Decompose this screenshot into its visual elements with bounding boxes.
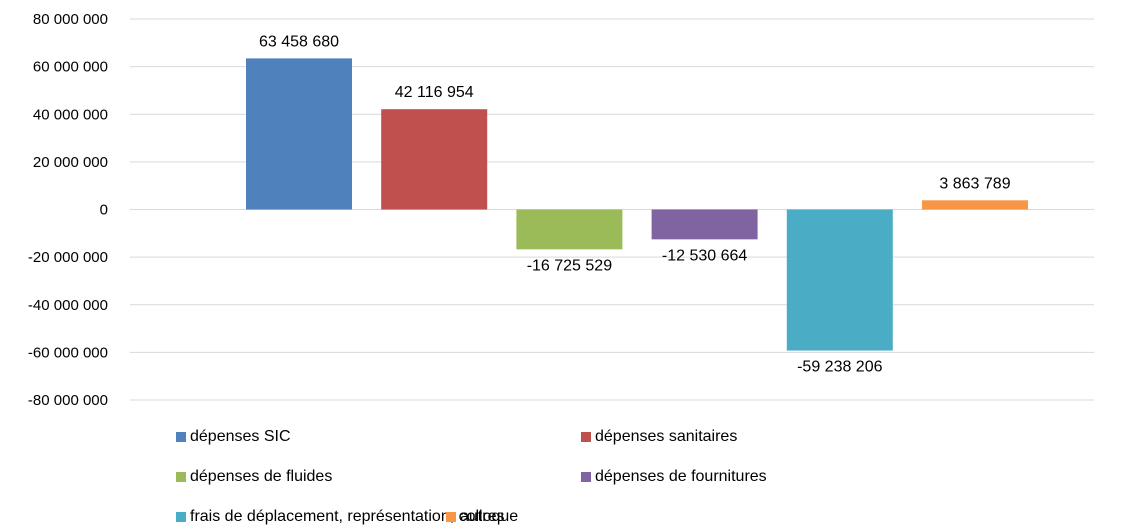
data-label: -16 725 529 [527,257,613,274]
legend-item-depenses-de-fluides: dépenses de fluides [176,468,332,486]
legend-item-depenses-de-fournitures: dépenses de fournitures [581,468,767,486]
legend-swatch [176,432,186,442]
legend-item-depenses-sic: dépenses SIC [176,428,291,446]
bar-chart: 80 000 000 60 000 000 40 000 000 20 000 000… [28,11,1094,409]
legend-item-autres: autres [446,508,504,526]
legend-label: autres [460,508,505,525]
y-tick-label: -80 000 000 [28,392,108,409]
bar [922,200,1028,210]
y-tick-label: 20 000 000 [33,154,108,171]
y-tick-label: 0 [100,202,108,219]
data-label: -59 238 206 [797,359,883,376]
y-tick-label: 40 000 000 [33,106,108,123]
y-tick-label: -20 000 000 [28,249,108,266]
legend-label: frais de déplacement, représentation, co… [190,508,519,525]
legend-swatch [581,432,591,442]
bar [651,209,758,240]
legend-label: dépenses SIC [190,428,291,445]
data-label: 3 863 789 [939,175,1010,192]
data-label: -12 530 664 [662,247,748,264]
legend-swatch [176,472,186,482]
bar [246,58,352,210]
legend-swatch [446,512,456,522]
legend-label: dépenses de fournitures [595,468,767,485]
bar [786,209,893,351]
y-tick-label: 80 000 000 [33,11,108,28]
data-label: 42 116 954 [395,84,474,101]
bar [516,209,623,250]
legend-label: dépenses sanitaires [595,428,738,445]
legend-swatch [176,512,186,522]
legend-item-depenses-sanitaires: dépenses sanitaires [581,428,737,446]
legend-label: dépenses de fluides [190,468,333,485]
y-tick-label: 60 000 000 [33,59,108,76]
data-label: 63 458 680 [259,33,339,50]
y-tick-label: -40 000 000 [28,297,108,314]
y-tick-label: -60 000 000 [28,344,108,361]
legend-swatch [581,472,591,482]
bar [381,109,488,210]
legend-item-frais-de-deplacement: frais de déplacement, représentation, co… [176,508,518,526]
